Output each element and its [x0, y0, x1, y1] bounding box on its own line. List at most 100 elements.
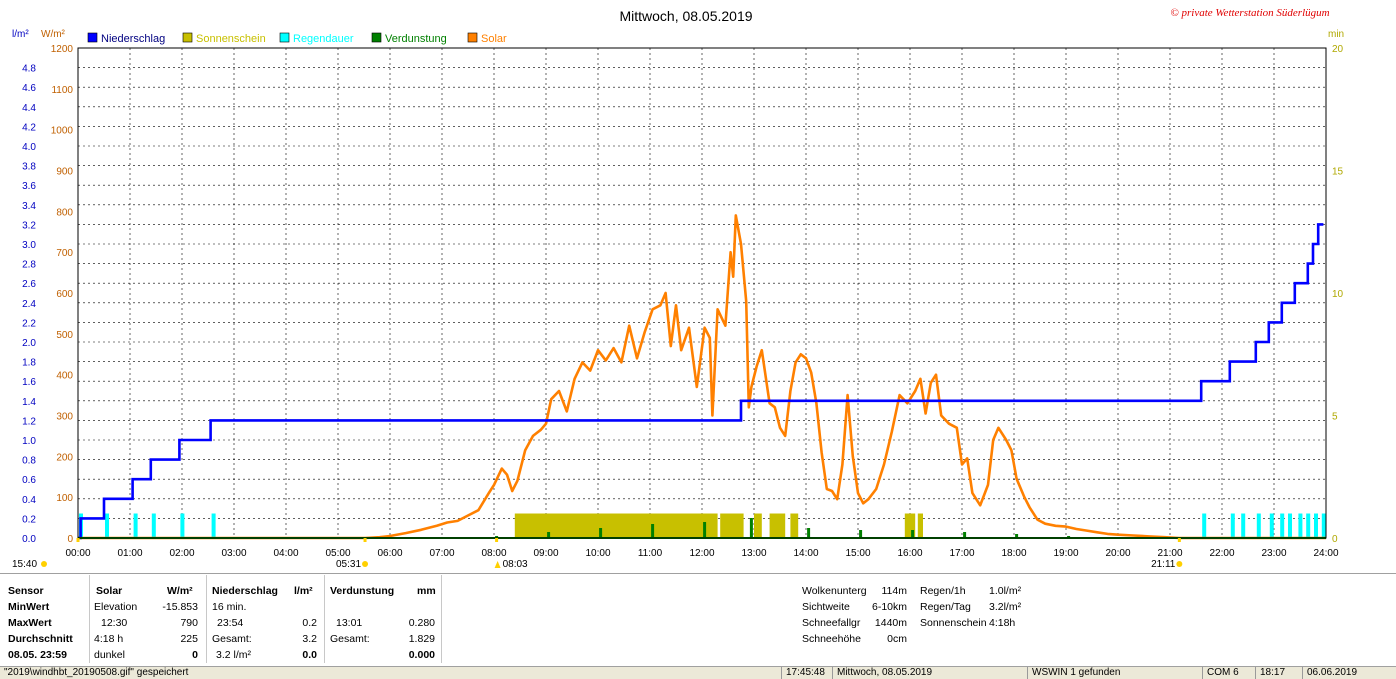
sonnenschein-series: [514, 513, 923, 538]
solar-max-time: 12:30: [101, 617, 128, 629]
time-tick-label: 05:00: [325, 548, 350, 559]
rain-tick-label: 1.2: [22, 416, 36, 427]
regendauer-bar: [1298, 513, 1303, 538]
rain-tick-label: 0.2: [22, 514, 36, 525]
regendauer-bar: [133, 513, 138, 538]
elevation-value: -15.853: [162, 601, 198, 613]
time-axis-ticks: 00:00 01:00 02:00 03:00 04:00 05:00 06:00 07:00…: [65, 548, 1338, 559]
rain-tick-label: 1.6: [22, 377, 36, 388]
rain-tick-label: 2.6: [22, 279, 36, 290]
regen1h-label: Regen/1h: [920, 585, 966, 597]
legend-label: Verdunstung: [385, 33, 447, 45]
verdunstung-spike: [859, 530, 863, 538]
regendauer-bar: [211, 513, 216, 538]
sun-marker-triangle: [494, 561, 501, 568]
regendauer-bar: [105, 513, 109, 538]
status-day: Mittwoch, 08.05.2019: [832, 667, 1027, 679]
nied-unit: l/m²: [294, 585, 313, 597]
legend-swatch: [279, 32, 290, 43]
rain-tick-label: 2.4: [22, 299, 36, 310]
nied-gesamt-label: Gesamt:: [212, 633, 252, 645]
rain-tick-label: 4.2: [22, 122, 36, 133]
verd-unit: mm: [417, 585, 436, 597]
schneehoehe-value: 0cm: [887, 633, 907, 645]
regendauer-bar: [180, 513, 185, 538]
legend-swatch: [371, 32, 382, 43]
legend-label: Niederschlag: [101, 33, 165, 45]
solar-series: [78, 214, 1326, 540]
status-file: "2019\windhbt_20190508.gif" gespeichert: [4, 667, 189, 678]
rain-tick-label: 1.8: [22, 358, 36, 369]
sun-marker-dot: [362, 561, 369, 567]
verdunstung-spike: [703, 522, 707, 538]
maxwert-label: MaxWert: [8, 617, 52, 629]
schneefall-value: 1440m: [874, 617, 907, 629]
verd-total: 1.829: [408, 633, 435, 645]
rain-tick-label: 1.0: [22, 436, 36, 447]
verd-header: Verdunstung: [330, 585, 395, 597]
solar-tick-label: 600: [56, 289, 73, 300]
solar-tick-label: 1200: [51, 44, 74, 55]
time-tick-label: 19:00: [1053, 548, 1078, 559]
status-found: WSWIN 1 gefunden: [1027, 667, 1202, 679]
rain-tick-label: 0.4: [22, 495, 36, 506]
solar-tick-label: 900: [56, 167, 73, 178]
rain-tick-label: 2.2: [22, 318, 36, 329]
info-separator: [441, 575, 442, 663]
regendauer-bar: [1314, 513, 1318, 538]
niederschlag-series: [78, 223, 1324, 540]
time-tick-label: 02:00: [169, 548, 194, 559]
regendauer-bar: [151, 513, 156, 538]
plot-frame: [77, 47, 1327, 539]
verdunstung-spike: [651, 524, 655, 538]
sun-marker-label: 08:03: [503, 559, 528, 570]
verd-last: 0.000: [408, 649, 435, 661]
sensor-label: Sensor: [8, 585, 44, 597]
status-port: COM 6: [1202, 667, 1255, 679]
dunkel-value: 0: [192, 649, 198, 661]
regentag-label: Regen/Tag: [920, 601, 971, 613]
rain-tick-label: 3.0: [22, 240, 36, 251]
chart-grid: [77, 48, 1327, 539]
verd-max-time: 13:01: [336, 617, 363, 629]
regendauer-bar: [1241, 513, 1246, 538]
sonne-label: Sonnenschein: [920, 617, 987, 629]
verdunstung-spike: [963, 532, 967, 538]
status-date: 06.06.2019: [1302, 667, 1396, 679]
solar-tick-label: 1100: [51, 85, 73, 96]
legend-swatch: [467, 32, 478, 43]
time-tick-label: 03:00: [221, 548, 246, 559]
regendauer-bar: [1230, 513, 1235, 538]
chart-title: Mittwoch, 08.05.2019: [619, 8, 752, 24]
chart-legend: Niederschlag Sonnenschein Regendauer Verdun…: [87, 32, 507, 45]
elevation-label: Elevation: [94, 601, 138, 613]
info-separator: [89, 575, 90, 663]
regendauer-series: [79, 513, 1326, 538]
rain-tick-label: 4.4: [22, 103, 36, 114]
min-tick-label: 20: [1332, 44, 1344, 55]
nied-header: Niederschlag: [212, 585, 278, 597]
time-tick-label: 13:00: [741, 548, 766, 559]
regen1h-value: 1.0l/m²: [989, 585, 1022, 597]
solar-unit: W/m²: [167, 585, 193, 597]
regendauer-bar: [1269, 513, 1274, 538]
solar-tick-label: 1000: [51, 126, 74, 137]
solar-max-value: 790: [180, 617, 198, 629]
solar-tick-label: 100: [56, 493, 73, 504]
time-tick-label: 23:00: [1261, 548, 1286, 559]
time-tick-label: 14:00: [793, 548, 818, 559]
solar-axis-unit: W/m²: [41, 29, 66, 40]
rain-tick-label: 3.2: [22, 220, 36, 231]
sonnenschein-bar: [917, 513, 923, 538]
sun-marker-dot: [1176, 561, 1183, 567]
rain-tick-label: 0.6: [22, 475, 36, 486]
time-tick-label: 24:00: [1313, 548, 1338, 559]
durchschnitt-label: Durchschnitt: [8, 633, 73, 645]
nied-max-value: 0.2: [302, 617, 317, 629]
rain-tick-label: 0.8: [22, 456, 36, 467]
sonnenschein-bar: [514, 513, 718, 538]
rain-tick-label: 4.0: [22, 142, 36, 153]
time-tick-label: 04:00: [273, 548, 298, 559]
nied-last-b: 0.0: [302, 649, 317, 661]
solar-tick-label: 700: [56, 248, 73, 259]
